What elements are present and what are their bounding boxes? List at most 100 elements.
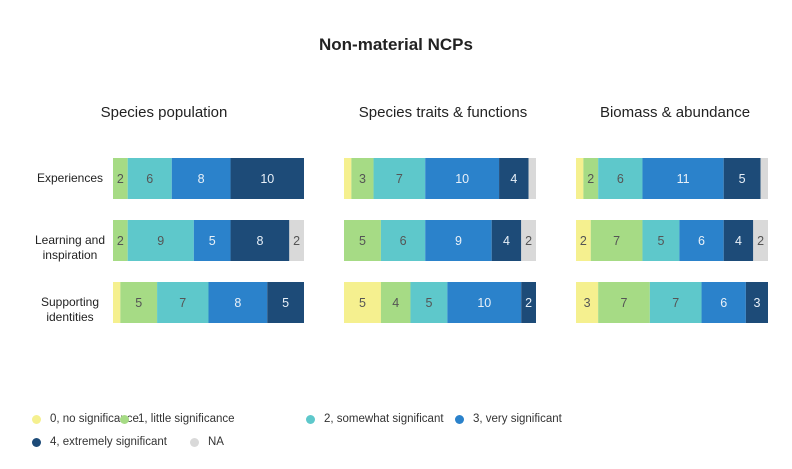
bar-segment (425, 158, 500, 199)
bar-segment (499, 158, 529, 199)
bar-segment (373, 158, 426, 199)
panel-title-biomass-abundance: Biomass & abundance (599, 104, 751, 121)
bar-segment (521, 220, 536, 261)
panel-title-species-traits: Species traits & functions (358, 104, 528, 121)
row-label-line: Supporting (40, 295, 100, 309)
bar-value-label: 6 (720, 296, 727, 310)
bar-segment (344, 158, 352, 199)
bar-value-label: 2 (293, 234, 300, 248)
bar-value-label: 4 (503, 234, 510, 248)
bar-segment (745, 282, 768, 323)
bar-value-label: 2 (757, 234, 764, 248)
bar-segment (723, 158, 761, 199)
bar-segment (576, 282, 599, 323)
bar-value-label: 2 (525, 234, 532, 248)
row-label-supporting-identities: Supporting identities (20, 295, 120, 325)
bar-segment (701, 282, 746, 323)
row-label-line: identities (46, 310, 94, 324)
bar-segment (380, 282, 411, 323)
bar-segment (528, 158, 536, 199)
bar-segment (583, 158, 599, 199)
bar-value-label: 2 (117, 234, 124, 248)
row-label-line: Learning and (34, 233, 106, 247)
bar-value-label: 9 (157, 234, 164, 248)
bar-segment (289, 220, 304, 261)
bar-value-label: 2 (580, 234, 587, 248)
bar-segment (590, 220, 643, 261)
bar-value-label: 6 (698, 234, 705, 248)
bar-segment (127, 158, 172, 199)
bar-segment (113, 220, 128, 261)
bar-segment (598, 158, 643, 199)
bar-value-label: 8 (256, 234, 263, 248)
bar-segment (576, 220, 591, 261)
bar-segment (157, 282, 209, 323)
bar-segment (576, 158, 584, 199)
bar-segment (649, 282, 702, 323)
bar-value-label: 5 (282, 296, 289, 310)
bar-value-label: 5 (209, 234, 216, 248)
bar-value-label: 6 (617, 172, 624, 186)
bar-value-label: 5 (739, 172, 746, 186)
bar-value-label: 9 (455, 234, 462, 248)
bar-segment (113, 158, 128, 199)
bar-value-label: 11 (677, 172, 690, 186)
bar-value-label: 7 (672, 296, 679, 310)
bar-segment (491, 220, 522, 261)
bar-value-label: 2 (525, 296, 532, 310)
chart-title: Non-material NCPs (319, 35, 473, 54)
bar-segment (425, 220, 492, 261)
bar-value-label: 6 (146, 172, 153, 186)
bar-value-label: 10 (455, 172, 469, 186)
bar-segment (753, 220, 768, 261)
bar-value-label: 5 (657, 234, 664, 248)
bar-value-label: 4 (735, 234, 742, 248)
bar-segment (642, 220, 680, 261)
bar-segment (344, 282, 381, 323)
bar-value-label: 6 (400, 234, 407, 248)
bar-segment (120, 282, 158, 323)
bar-segment (410, 282, 448, 323)
bar-segment (760, 158, 768, 199)
bar-segment (127, 220, 194, 261)
bar-value-label: 5 (135, 296, 142, 310)
bar-segment (598, 282, 650, 323)
bar-segment (344, 220, 381, 261)
bar-segment (267, 282, 304, 323)
bar-value-label: 10 (260, 172, 274, 186)
bar-segment (679, 220, 724, 261)
bar-segment (171, 158, 231, 199)
bar-segment (230, 220, 290, 261)
row-label-experiences: Experiences (20, 171, 120, 186)
bar-segment (447, 282, 522, 323)
bar-segment (208, 282, 268, 323)
bar-value-label: 3 (359, 172, 366, 186)
bar-segment (723, 220, 754, 261)
bar-value-label: 8 (198, 172, 205, 186)
bar-value-label: 4 (510, 172, 517, 186)
bar-segment (521, 282, 536, 323)
bar-value-label: 5 (359, 296, 366, 310)
bar-segment (642, 158, 724, 199)
bar-segment (380, 220, 426, 261)
panel-title-species-population: Species population (100, 104, 228, 121)
bar-value-label: 7 (179, 296, 186, 310)
bar-segment (193, 220, 231, 261)
bar-value-label: 5 (359, 234, 366, 248)
bar-value-label: 5 (425, 296, 432, 310)
bar-value-label: 2 (587, 172, 594, 186)
bar-segment (113, 282, 121, 323)
bar-value-label: 10 (477, 296, 491, 310)
bar-value-label: 7 (621, 296, 628, 310)
bar-segment (351, 158, 374, 199)
bar-value-label: 3 (753, 296, 760, 310)
row-label-learning-inspiration: Learning and inspiration (20, 233, 120, 263)
row-label-line: inspiration (42, 248, 98, 262)
bar-value-label: 4 (392, 296, 399, 310)
row-label-line: Experiences (36, 171, 104, 185)
bar-value-label: 8 (234, 296, 241, 310)
bar-value-label: 3 (584, 296, 591, 310)
bar-value-label: 7 (396, 172, 403, 186)
